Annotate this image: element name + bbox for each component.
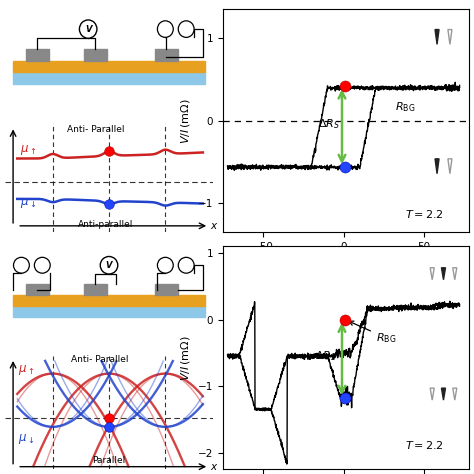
Text: $T = 2.2$: $T = 2.2$	[405, 439, 443, 451]
Bar	[26, 284, 48, 295]
Bar	[13, 61, 205, 72]
Polygon shape	[448, 29, 452, 45]
Bar	[84, 49, 107, 61]
Polygon shape	[430, 268, 434, 280]
Text: Anti-parallel: Anti-parallel	[78, 220, 133, 229]
Bar	[155, 284, 178, 295]
Text: V: V	[106, 261, 112, 270]
Text: Parallel: Parallel	[92, 456, 126, 465]
Text: $x$: $x$	[210, 462, 219, 472]
Text: $\Delta R_S$: $\Delta R_S$	[318, 118, 340, 131]
Text: $\mu_{\downarrow}$: $\mu_{\downarrow}$	[18, 432, 35, 446]
Y-axis label: $V/I\,(\mathrm{m}\Omega)$: $V/I\,(\mathrm{m}\Omega)$	[179, 335, 192, 381]
Text: Anti- Parallel: Anti- Parallel	[67, 125, 125, 134]
Bar	[13, 295, 205, 306]
Circle shape	[34, 257, 50, 273]
Text: $R_\mathrm{BG}$: $R_\mathrm{BG}$	[349, 321, 396, 345]
Text: $T = 2.2$: $T = 2.2$	[405, 208, 443, 220]
Text: V: V	[85, 25, 91, 34]
Y-axis label: $V/I\,(\mathrm{m}\Omega)$: $V/I\,(\mathrm{m}\Omega)$	[179, 98, 192, 144]
Bar	[13, 306, 205, 318]
Text: $R_\mathrm{BG}$: $R_\mathrm{BG}$	[395, 100, 416, 114]
Circle shape	[13, 257, 29, 273]
Text: $\mu_{\uparrow}$: $\mu_{\uparrow}$	[18, 363, 35, 377]
Bar	[84, 284, 107, 295]
Bar	[13, 72, 205, 83]
Polygon shape	[435, 29, 439, 45]
X-axis label: $\mu_0 H\,(\mathrm{mT})$: $\mu_0 H\,(\mathrm{mT})$	[321, 257, 371, 272]
Bar	[155, 49, 178, 61]
Polygon shape	[453, 388, 457, 400]
Bar	[26, 49, 48, 61]
Text: $\mu_{\uparrow}$: $\mu_{\uparrow}$	[20, 143, 37, 157]
Polygon shape	[435, 159, 439, 173]
Text: $\mu_{\downarrow}$: $\mu_{\downarrow}$	[20, 196, 37, 210]
Polygon shape	[430, 388, 434, 400]
Text: Anti- Parallel: Anti- Parallel	[72, 355, 129, 364]
Polygon shape	[453, 268, 457, 280]
Circle shape	[178, 257, 194, 273]
Circle shape	[178, 21, 194, 37]
Circle shape	[157, 257, 173, 273]
Circle shape	[80, 20, 97, 38]
Polygon shape	[448, 159, 452, 173]
Circle shape	[157, 21, 173, 37]
Text: $\Delta R_S$: $\Delta R_S$	[315, 349, 337, 364]
Polygon shape	[441, 268, 446, 280]
Text: $x$: $x$	[210, 221, 219, 231]
Circle shape	[100, 256, 118, 274]
Polygon shape	[441, 388, 446, 400]
